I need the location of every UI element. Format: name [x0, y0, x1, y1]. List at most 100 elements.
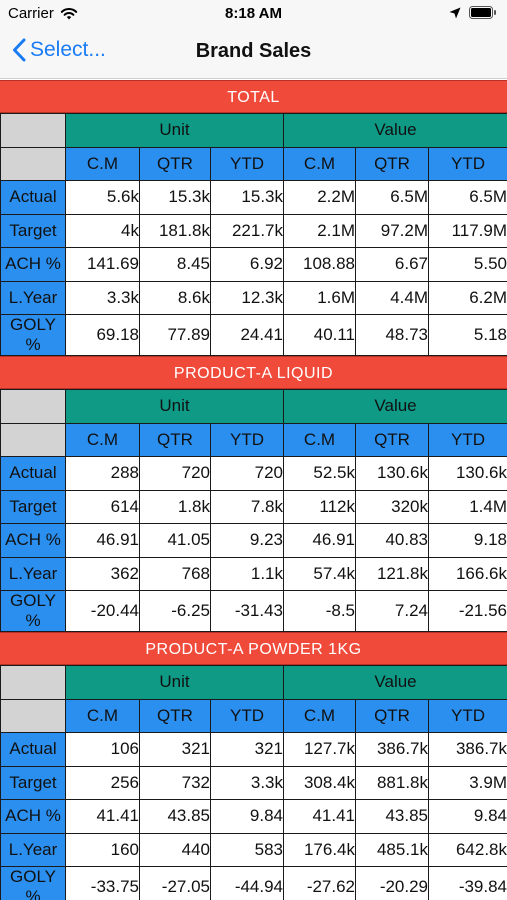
column-header: QTR — [139, 146, 211, 181]
value-cell: 256 — [65, 765, 140, 800]
value-cell: 3.9M — [428, 765, 507, 800]
value-cell: 117.9M — [428, 213, 507, 248]
sub-header-row: C.M QTR YTD C.M QTR YTD — [0, 146, 507, 181]
value-cell: 12.3k — [209, 280, 285, 315]
battery-icon — [469, 6, 496, 19]
value-cell: 141.69 — [65, 247, 140, 282]
group-header-row: Unit Value — [0, 665, 507, 700]
value-cell: 321 — [139, 732, 211, 767]
group-header-unit: Unit — [64, 665, 285, 700]
value-cell: 1.8k — [139, 489, 211, 524]
corner-cell — [0, 698, 66, 733]
value-cell: 130.6k — [428, 456, 507, 491]
value-cell: 69.18 — [65, 314, 140, 356]
value-cell: 8.6k — [139, 280, 211, 315]
value-cell: 46.91 — [283, 523, 357, 558]
table-row: ACH % 141.69 8.45 6.92 108.88 6.67 5.50 — [0, 247, 507, 282]
row-label: ACH % — [0, 523, 66, 558]
group-header-row: Unit Value — [0, 389, 507, 424]
carrier-label: Carrier — [8, 5, 54, 22]
value-cell: 1.6M — [283, 280, 357, 315]
value-cell: -39.84 — [428, 866, 507, 900]
location-arrow-icon — [449, 7, 461, 18]
group-header-value: Value — [283, 113, 507, 148]
status-left: Carrier — [8, 5, 78, 22]
row-label: Target — [0, 213, 66, 248]
value-cell: 46.91 — [65, 523, 140, 558]
row-label: L.Year — [0, 556, 66, 591]
value-cell: 6.5M — [355, 180, 430, 215]
value-cell: 97.2M — [355, 213, 430, 248]
back-button[interactable]: Select... — [12, 38, 106, 62]
table-row: ACH % 41.41 43.85 9.84 41.41 43.85 9.84 — [0, 799, 507, 834]
value-cell: -21.56 — [428, 590, 507, 632]
table-row: ACH % 46.91 41.05 9.23 46.91 40.83 9.18 — [0, 523, 507, 558]
sales-report-scroll[interactable]: TOTAL Unit Value C.M QTR YTD C.M QTR YTD Actual 5.… — [0, 80, 507, 900]
status-bar: Carrier 8:18 AM — [0, 0, 507, 28]
column-header: YTD — [209, 146, 285, 181]
group-header-value: Value — [283, 665, 507, 700]
column-header: C.M — [65, 422, 140, 457]
value-cell: 720 — [209, 456, 285, 491]
value-cell: -27.62 — [283, 866, 357, 900]
value-cell: 7.8k — [209, 489, 285, 524]
value-cell: 48.73 — [355, 314, 430, 356]
value-cell: 386.7k — [428, 732, 507, 767]
column-header: C.M — [283, 146, 357, 181]
row-label: ACH % — [0, 799, 66, 834]
group-header-unit: Unit — [64, 389, 285, 424]
value-cell: 3.3k — [209, 765, 285, 800]
value-cell: 40.11 — [283, 314, 357, 356]
row-label: GOLY % — [0, 314, 66, 356]
value-cell: -33.75 — [65, 866, 140, 900]
table-row: GOLY % 69.18 77.89 24.41 40.11 48.73 5.18 — [0, 314, 507, 356]
table-row: Target 4k 181.8k 221.7k 2.1M 97.2M 117.9M — [0, 213, 507, 248]
corner-cell — [0, 665, 66, 700]
value-cell: 121.8k — [355, 556, 430, 591]
value-cell: 386.7k — [355, 732, 430, 767]
value-cell: 732 — [139, 765, 211, 800]
column-header: QTR — [139, 698, 211, 733]
group-header-value: Value — [283, 389, 507, 424]
value-cell: 77.89 — [139, 314, 211, 356]
row-label: Actual — [0, 180, 66, 215]
corner-cell — [0, 113, 66, 148]
value-cell: 41.41 — [65, 799, 140, 834]
table-row: Target 256 732 3.3k 308.4k 881.8k 3.9M — [0, 765, 507, 800]
row-label: Target — [0, 489, 66, 524]
value-cell: -8.5 — [283, 590, 357, 632]
column-header: C.M — [283, 422, 357, 457]
value-cell: 3.3k — [65, 280, 140, 315]
value-cell: 9.23 — [209, 523, 285, 558]
row-label: ACH % — [0, 247, 66, 282]
row-label: Target — [0, 765, 66, 800]
row-label: L.Year — [0, 832, 66, 867]
column-header: QTR — [139, 422, 211, 457]
value-cell: 1.1k — [209, 556, 285, 591]
column-header: YTD — [428, 698, 507, 733]
row-label: Actual — [0, 456, 66, 491]
value-cell: 160 — [65, 832, 140, 867]
value-cell: 52.5k — [283, 456, 357, 491]
group-header-unit: Unit — [64, 113, 285, 148]
table-row: Actual 288 720 720 52.5k 130.6k 130.6k — [0, 456, 507, 491]
value-cell: 485.1k — [355, 832, 430, 867]
row-label: Actual — [0, 732, 66, 767]
column-header: YTD — [209, 422, 285, 457]
value-cell: -20.29 — [355, 866, 430, 900]
table-row: Actual 5.6k 15.3k 15.3k 2.2M 6.5M 6.5M — [0, 180, 507, 215]
value-cell: 440 — [139, 832, 211, 867]
value-cell: 41.41 — [283, 799, 357, 834]
value-cell: 57.4k — [283, 556, 357, 591]
table-row: L.Year 160 440 583 176.4k 485.1k 642.8k — [0, 832, 507, 867]
value-cell: 130.6k — [355, 456, 430, 491]
value-cell: 308.4k — [283, 765, 357, 800]
value-cell: 320k — [355, 489, 430, 524]
value-cell: 6.92 — [209, 247, 285, 282]
value-cell: 768 — [139, 556, 211, 591]
table-row: L.Year 362 768 1.1k 57.4k 121.8k 166.6k — [0, 556, 507, 591]
section-title: PRODUCT-A LIQUID — [0, 356, 507, 389]
value-cell: 6.2M — [428, 280, 507, 315]
table-row: L.Year 3.3k 8.6k 12.3k 1.6M 4.4M 6.2M — [0, 280, 507, 315]
column-header: QTR — [355, 422, 430, 457]
